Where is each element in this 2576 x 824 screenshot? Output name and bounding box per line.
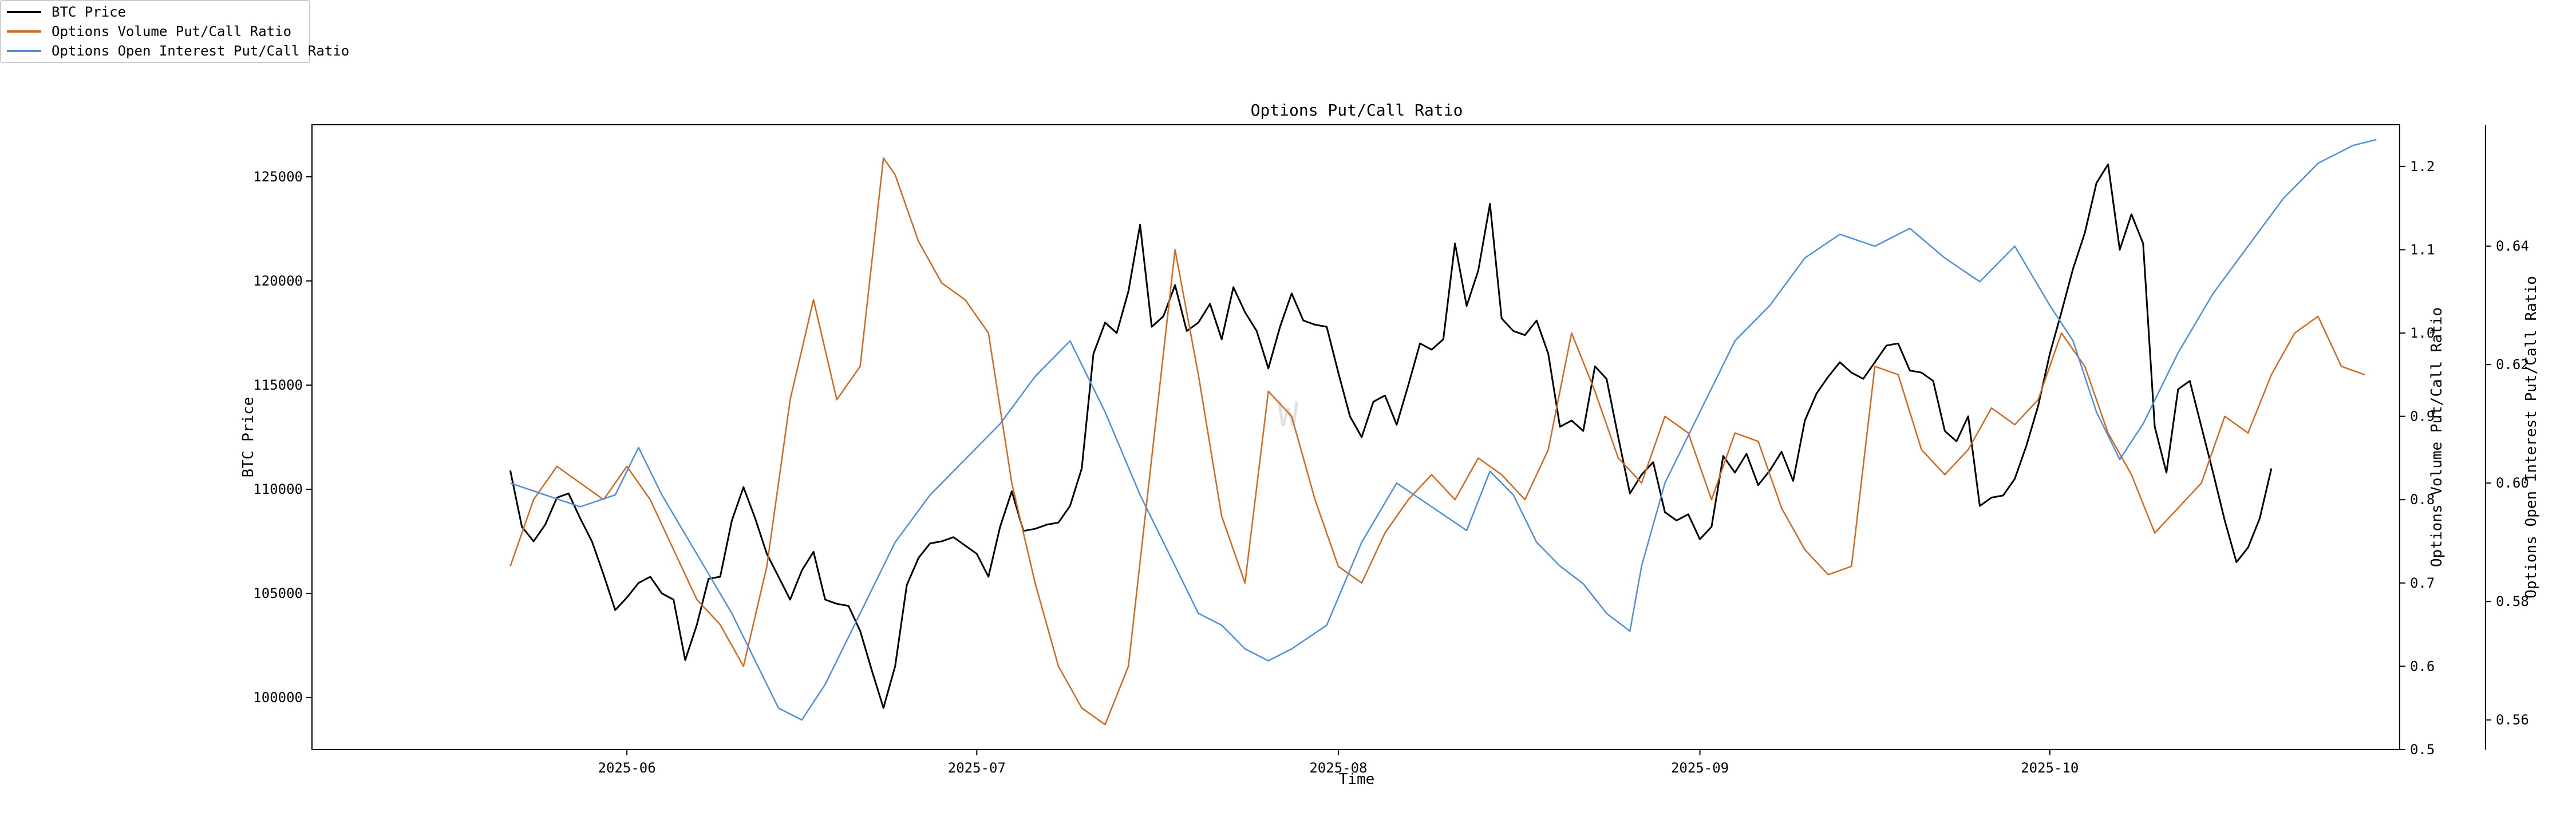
y-right2-tick-label: 0.64 xyxy=(2496,238,2529,254)
y-right2-tick-label: 0.60 xyxy=(2496,475,2529,491)
x-tick-label: 2025-07 xyxy=(948,760,1006,776)
legend-label: Options Open Interest Put/Call Ratio xyxy=(52,43,350,59)
x-axis-label: Time xyxy=(1339,771,1375,788)
y-right1-tick-label: 1.0 xyxy=(2410,325,2435,341)
y-right1-tick-label: 1.1 xyxy=(2410,241,2435,258)
x-axis: 2025-06 2025-07 2025-08 2025-09 2025-10 xyxy=(598,750,2079,776)
y-right1-tick-label: 0.7 xyxy=(2410,575,2435,591)
x-tick-label: 2025-08 xyxy=(1309,760,1367,776)
y-left-tick-label: 120000 xyxy=(253,273,303,289)
y-right2-tick-label: 0.58 xyxy=(2496,593,2529,609)
x-tick-label: 2025-06 xyxy=(598,760,656,776)
chart-title: Options Put/Call Ratio xyxy=(1251,101,1463,120)
y-right2-tick-label: 0.62 xyxy=(2496,356,2529,373)
y-right1-tick-label: 1.2 xyxy=(2410,159,2435,175)
y-left-tick-label: 125000 xyxy=(253,169,303,185)
chart-legend: BTC Price Options Volume Put/Call Ratio … xyxy=(0,0,349,63)
y-axis-right2: 0.56 0.58 0.60 0.62 0.64 xyxy=(2486,238,2529,728)
y-left-tick-label: 110000 xyxy=(253,481,303,497)
y-axis-right1: 0.5 0.6 0.7 0.8 0.9 1.0 1.1 1.2 xyxy=(2400,159,2435,758)
y-right2-tick-label: 0.56 xyxy=(2496,712,2529,728)
legend-item-btc-price: BTC Price xyxy=(7,2,126,22)
x-tick-label: 2025-10 xyxy=(2021,760,2079,776)
y-right1-tick-label: 0.9 xyxy=(2410,409,2435,425)
y-left-tick-label: 115000 xyxy=(253,377,303,393)
y-axis-right2-label: Options Open Interest Put/Call Ratio xyxy=(2523,276,2540,599)
plot-frame xyxy=(311,124,2400,750)
y-right1-tick-label: 0.6 xyxy=(2410,658,2435,674)
series-line-volume-pcr xyxy=(509,157,2365,726)
legend-swatch xyxy=(7,11,41,13)
y-left-tick-label: 105000 xyxy=(253,585,303,601)
series-line-oi-pcr xyxy=(509,138,2377,721)
series-line-btc-price xyxy=(509,163,2273,709)
x-tick-label: 2025-09 xyxy=(1671,760,1729,776)
y-axis-right1-label: Options Volume Put/Call Ratio xyxy=(2428,307,2445,567)
series-lines xyxy=(509,138,2377,726)
y-axis-left: 100000 105000 110000 115000 120000 125000 xyxy=(253,169,312,706)
y-axis-left-label: BTC Price xyxy=(240,397,257,478)
legend-item-volume-pcr: Options Volume Put/Call Ratio xyxy=(7,22,291,41)
legend-label: Options Volume Put/Call Ratio xyxy=(52,23,292,39)
legend-item-oi-pcr: Options Open Interest Put/Call Ratio xyxy=(7,41,349,61)
y-right1-tick-label: 0.5 xyxy=(2410,742,2435,758)
y-right1-tick-label: 0.8 xyxy=(2410,492,2435,508)
legend-swatch xyxy=(7,30,41,33)
legend-label: BTC Price xyxy=(52,4,127,20)
legend-swatch xyxy=(7,50,41,52)
y-left-tick-label: 100000 xyxy=(253,690,303,706)
